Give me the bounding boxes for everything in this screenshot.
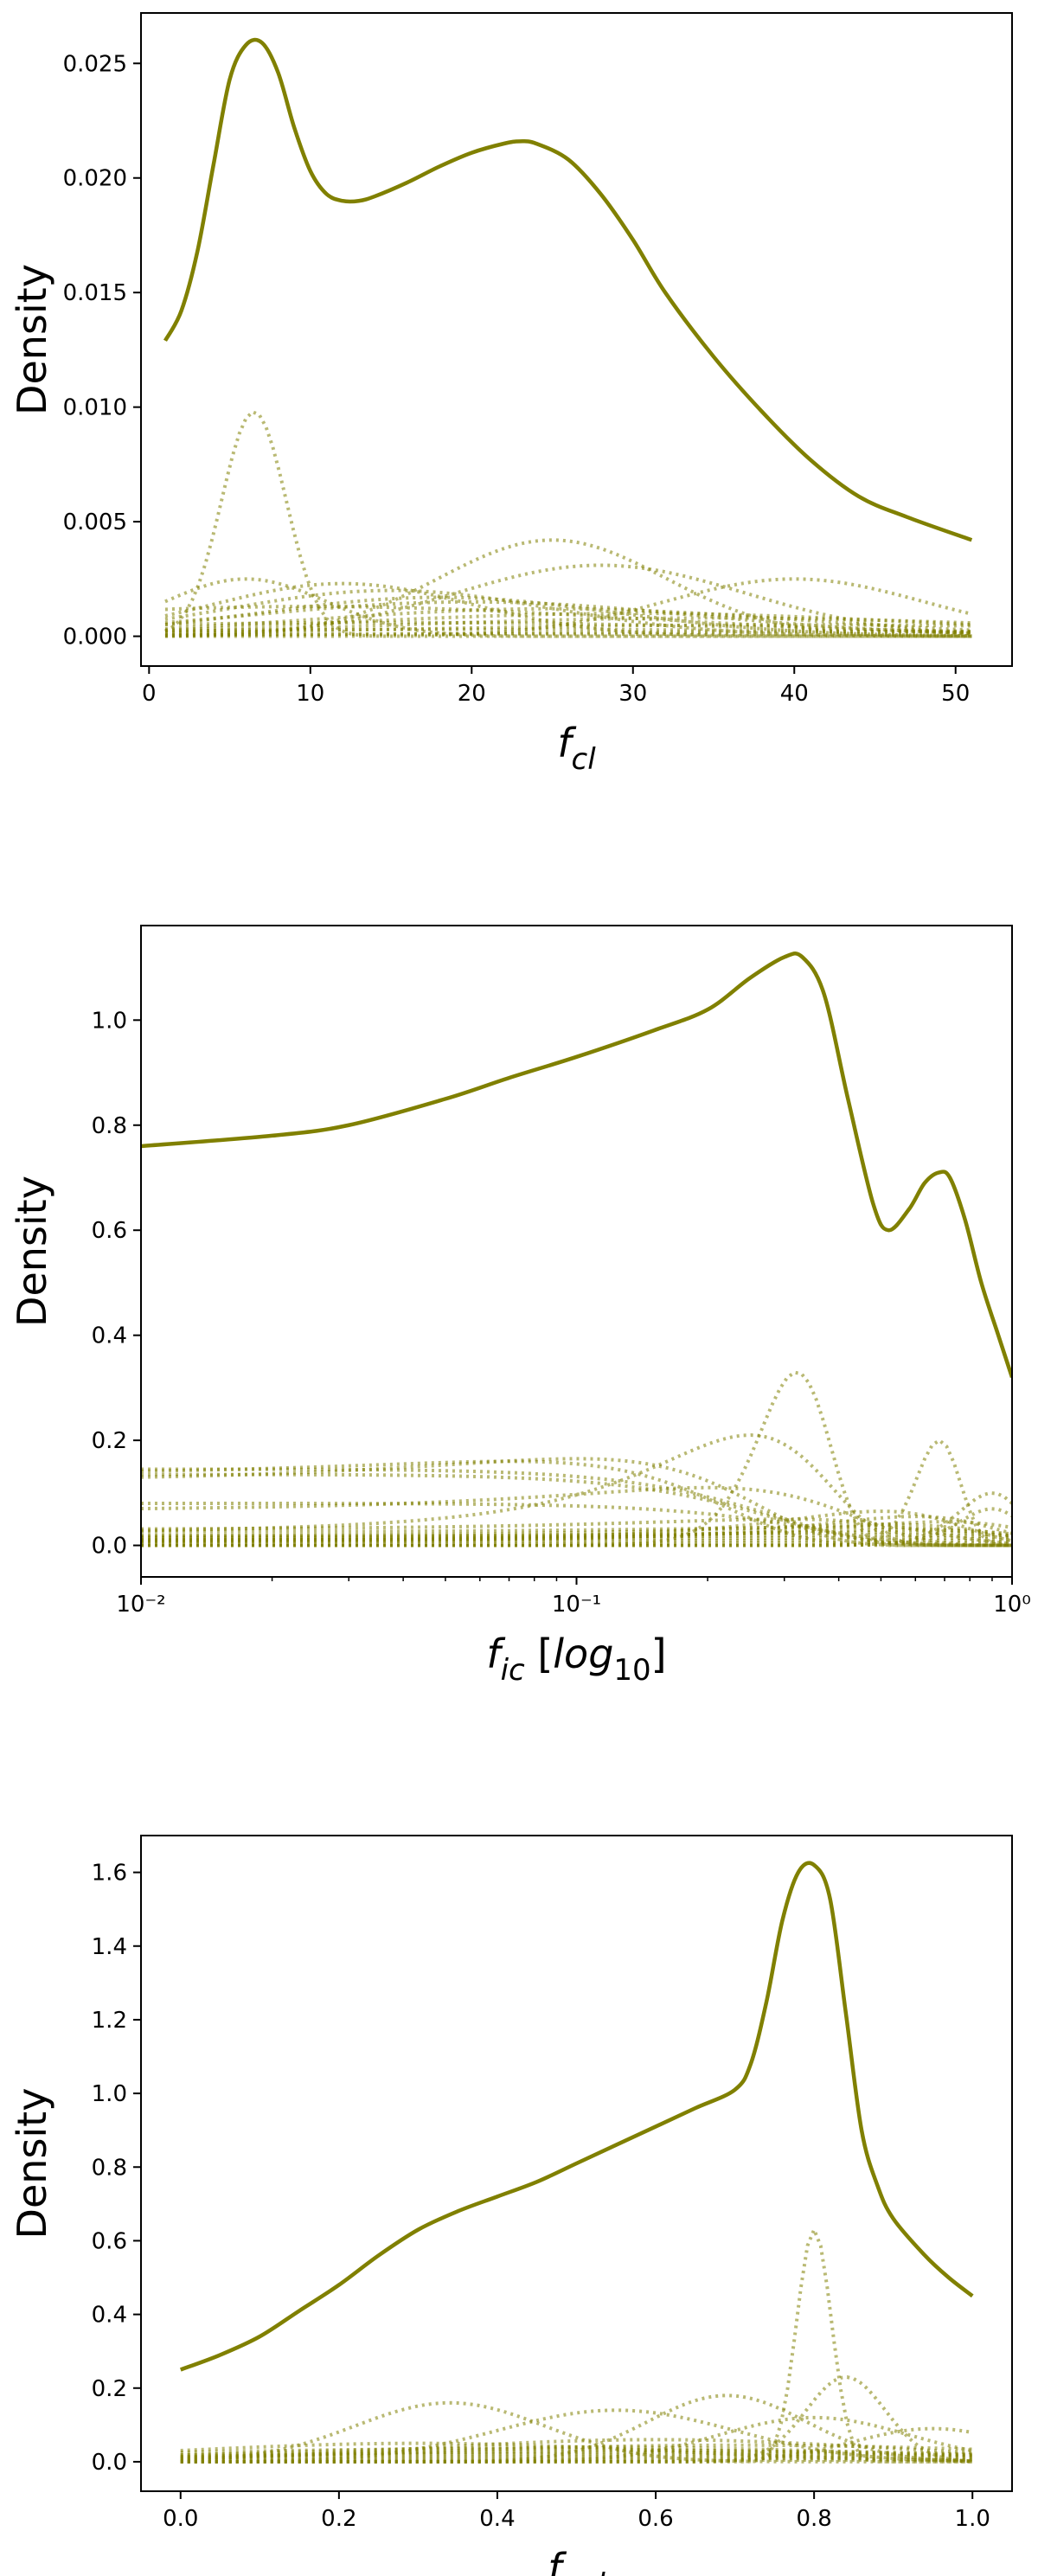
y-tick-label: 1.0 [92, 2081, 127, 2107]
y-tick-label: 0.020 [63, 166, 127, 192]
x-tick-label: 40 [780, 681, 809, 707]
x-tick-label: 10⁻² [116, 1592, 165, 1618]
y-tick-label: 1.4 [92, 1934, 127, 1960]
y-tick-label: 0.8 [92, 2155, 127, 2181]
y-axis-label: Density [9, 264, 55, 415]
component-curve-1 [163, 409, 972, 638]
component-curve-14 [164, 620, 972, 633]
plot-area [179, 1861, 974, 2464]
x-tick-label: 0.6 [638, 2506, 673, 2532]
plot-area [141, 952, 1012, 1548]
y-tick-label: 0.0 [92, 2450, 127, 2476]
y-tick-label: 0.000 [63, 625, 127, 650]
y-tick-label: 1.0 [92, 1008, 127, 1034]
component-curve-15 [164, 623, 972, 635]
component-curve-4 [180, 2400, 973, 2464]
x-axis-label: fvel [548, 2545, 606, 2576]
y-tick-label: 0.010 [63, 395, 127, 421]
y-tick-label: 0.0 [92, 1534, 127, 1560]
x-tick-label: 50 [941, 681, 970, 707]
x-tick-label: 10⁻¹ [552, 1592, 601, 1618]
component-curve-1 [180, 2225, 973, 2464]
chart-panel-3: 0.0 0.2 0.4 0.6 0.8 1.0 0.0 0.2 0.4 0.6 0.8 1.0 1.2 1… [9, 1835, 1013, 2576]
axes-frame [140, 1835, 1013, 2492]
x-tick-label: 1.0 [955, 2506, 990, 2532]
component-curve-18 [180, 2457, 973, 2463]
y-tick-label: 0.8 [92, 1113, 127, 1139]
y-tick-label: 1.6 [92, 1861, 127, 1887]
x-axis-label: fic [log10] [486, 1631, 666, 1688]
x-tick-label: 0.2 [321, 2506, 356, 2532]
y-axis-label: Density [9, 1176, 55, 1327]
chart-panel-1: 0 10 20 30 40 50 0.000 0.005 0.010 0.015 0.020 0.02… [9, 12, 1013, 777]
y-tick-label: 1.2 [92, 2008, 127, 2034]
component-curve-11 [141, 1509, 1012, 1543]
x-tick-label: 20 [458, 681, 486, 707]
x-tick-label: 0.4 [479, 2506, 515, 2532]
component-curve-5 [141, 1457, 1012, 1548]
total-density-curve [163, 37, 973, 542]
y-tick-label: 0.015 [63, 280, 127, 306]
x-tick-label: 0.0 [163, 2506, 198, 2532]
chart-panel-2: 10⁻² 10⁻¹ 10⁰ 0.0 0.2 0.4 0.6 0.8 1.0 Density fic … [9, 925, 1031, 1688]
y-axis-label: Density [9, 2088, 55, 2240]
y-tick-label: 0.4 [92, 1323, 127, 1349]
x-tick-label: 0.8 [796, 2506, 831, 2532]
y-tick-label: 0.025 [63, 51, 127, 77]
component-curve-13 [164, 616, 972, 634]
x-tick-label: 10 [296, 681, 324, 707]
x-tick-label: 10⁰ [993, 1592, 1031, 1618]
x-tick-label: 0 [142, 681, 157, 707]
x-tick-label: 30 [618, 681, 647, 707]
axes-frame [140, 12, 1013, 667]
y-tick-label: 0.2 [92, 1428, 127, 1454]
axes-frame [140, 925, 1013, 1578]
component-curve-10 [141, 1501, 1012, 1548]
y-tick-label: 0.6 [92, 1218, 127, 1244]
component-curve-5 [164, 577, 972, 638]
y-tick-label: 0.4 [92, 2303, 127, 2329]
component-curve-2 [141, 1433, 1012, 1548]
y-tick-label: 0.6 [92, 2228, 127, 2254]
total-density-curve [179, 1861, 974, 2372]
component-curve-18 [164, 631, 972, 637]
x-axis-label: fcl [557, 720, 596, 777]
component-curve-10 [164, 606, 972, 632]
component-curve-13 [141, 1515, 1012, 1543]
y-tick-label: 0.005 [63, 509, 127, 535]
y-tick-label: 0.2 [92, 2376, 127, 2402]
total-density-curve [141, 952, 1012, 1378]
plot-area [163, 37, 973, 638]
